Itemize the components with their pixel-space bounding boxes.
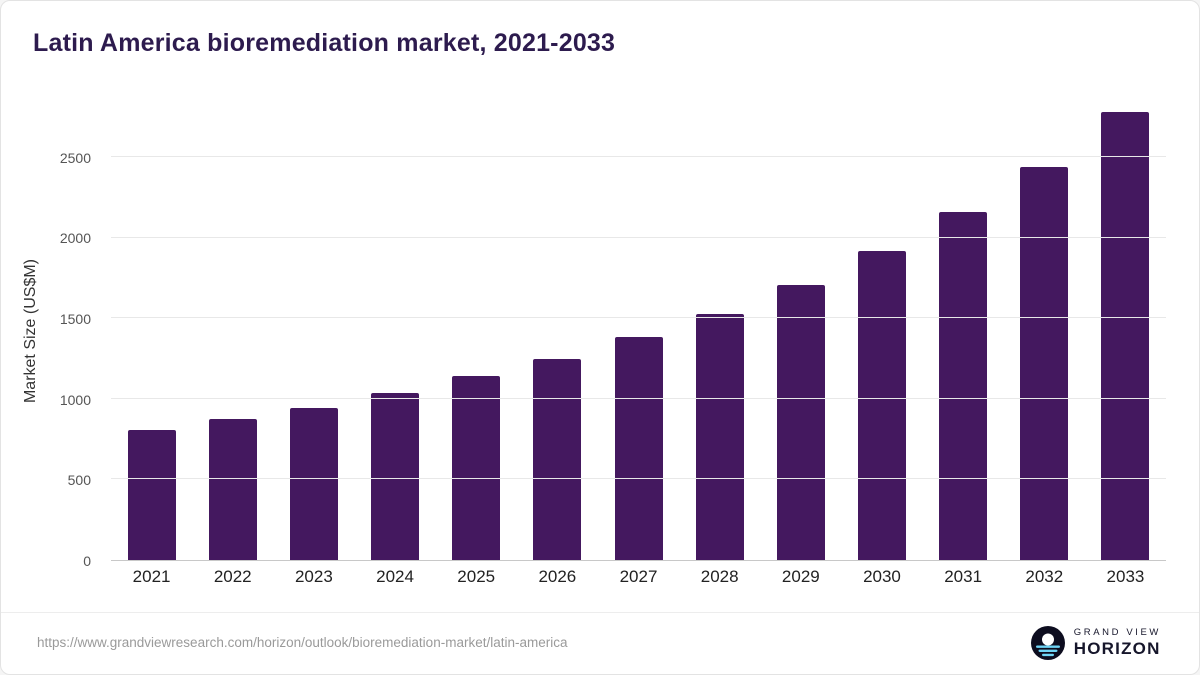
bar-slot (1004, 101, 1085, 560)
x-tick-label: 2025 (457, 567, 496, 586)
bar-slot (354, 101, 435, 560)
bar-slot (517, 101, 598, 560)
bars-row (111, 101, 1166, 560)
bar-2030 (857, 250, 906, 560)
y-axis-label: Market Size (US$M) (22, 258, 39, 404)
bar-slot (111, 101, 192, 560)
chart-title: Latin America bioremediation market, 202… (33, 29, 616, 57)
footer: https://www.grandviewresearch.com/horizo… (1, 612, 1199, 674)
bar-2028 (695, 313, 744, 560)
x-tick-label: 2031 (944, 567, 983, 586)
bar-2024 (371, 392, 420, 560)
bar-slot (760, 101, 841, 560)
logo-line2: HORIZON (1073, 639, 1161, 658)
bar-2023 (289, 407, 338, 560)
y-tick-label: 1500 (59, 310, 91, 327)
bar-2032 (1020, 167, 1069, 560)
bar-slot (598, 101, 679, 560)
gridline (111, 156, 1166, 158)
bar-slot (1085, 101, 1166, 560)
bar-2022 (208, 419, 257, 560)
y-tick-label: 0 (83, 553, 91, 569)
x-tick-label: 2030 (863, 567, 901, 586)
bar-slot (923, 101, 1004, 560)
x-tick-label: 2021 (132, 567, 171, 586)
x-tick-label: 2026 (538, 567, 577, 586)
bar-2033 (1101, 112, 1150, 560)
x-tick-label: 2024 (376, 567, 414, 586)
gridline (111, 478, 1166, 480)
grand-view-horizon-logo: GRAND VIEW HORIZON (1030, 626, 1161, 660)
x-tick-label: 2023 (294, 567, 333, 586)
y-tick-label: 2000 (59, 230, 91, 247)
y-tick-label: 1000 (59, 391, 91, 408)
bar-slot (679, 101, 760, 560)
x-tick-label: 2033 (1106, 567, 1145, 586)
gridline (111, 317, 1166, 319)
x-axis-ticks: 2021 2022 2023 2024 2025 2026 2027 2028 2029 2030… (111, 567, 1166, 587)
logo-text: GRAND VIEW HORIZON (1074, 627, 1161, 659)
y-tick-label: 500 (67, 472, 91, 489)
bar-2026 (533, 358, 582, 560)
x-tick-label: 2027 (619, 567, 658, 586)
x-tick-label: 2032 (1025, 567, 1064, 586)
gridline (111, 397, 1166, 399)
bar-2021 (127, 430, 176, 560)
gridline (111, 236, 1166, 238)
bar-2025 (452, 376, 501, 560)
y-tick-label: 2500 (59, 149, 91, 166)
x-tick-label: 2028 (700, 567, 739, 586)
bar-2031 (939, 212, 988, 560)
horizon-sun-icon (1030, 626, 1065, 660)
x-tick-label: 2022 (213, 567, 252, 586)
bar-2029 (776, 284, 825, 560)
bar-slot (273, 101, 354, 560)
bar-slot (841, 101, 922, 560)
x-tick-label: 2029 (781, 567, 820, 586)
plot-area (111, 101, 1166, 561)
bar-2027 (614, 336, 663, 560)
bar-slot (436, 101, 517, 560)
bar-slot (192, 101, 273, 560)
source-url: https://www.grandviewresearch.com/horizo… (37, 635, 568, 650)
logo-line1: GRAND VIEW (1073, 627, 1161, 638)
y-axis-ticks: 0 500 1000 1500 2000 2500 (49, 101, 101, 570)
